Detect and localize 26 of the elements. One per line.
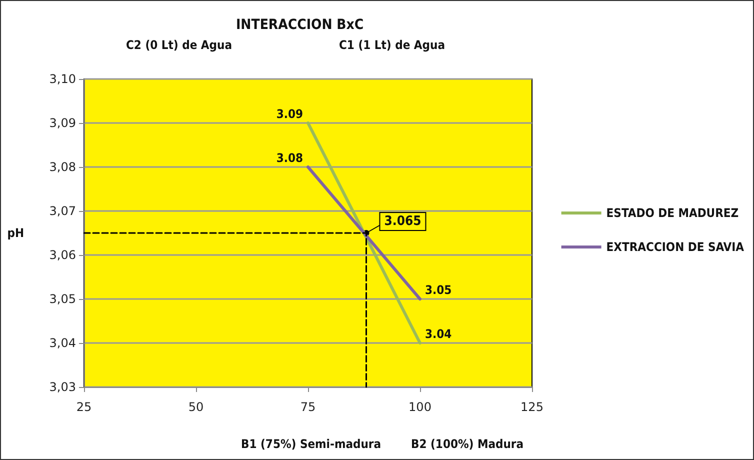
y-axis-title: pH	[7, 226, 24, 240]
data-label: 3.09	[276, 107, 303, 121]
text: B1 (75%) Semi-madura	[241, 437, 382, 451]
x-tick-label: 50	[188, 400, 204, 414]
y-tick-label: 3,07	[49, 204, 76, 218]
x-tick-label: 100	[408, 400, 432, 414]
x-tick-label: 125	[520, 400, 544, 414]
y-tick-label: 3,06	[49, 248, 76, 262]
y-tick-label: 3,08	[49, 160, 76, 174]
data-label: 3.05	[425, 283, 452, 297]
text: B2 (100%) Madura	[411, 437, 524, 451]
data-label: 3.04	[425, 327, 452, 341]
y-tick-label: 3,10	[49, 72, 76, 86]
y-tick-label: 3,05	[49, 292, 76, 306]
data-label: 3.08	[276, 151, 303, 165]
y-tick-label: 3,03	[49, 380, 76, 394]
legend-label: EXTRACCION DE SAVIA	[606, 240, 745, 254]
chart-title: INTERACCION BxC	[236, 17, 364, 33]
x-tick-label: 75	[300, 400, 316, 414]
annotation: 3.065	[384, 214, 422, 229]
text: C2 (0 Lt) de Agua	[126, 38, 232, 52]
legend-label: ESTADO DE MADUREZ	[606, 206, 739, 220]
text: C1 (1 Lt) de Agua	[339, 38, 445, 52]
y-tick-label: 3,04	[49, 336, 76, 350]
x-tick-label: 25	[76, 400, 92, 414]
y-tick-label: 3,09	[49, 116, 76, 130]
